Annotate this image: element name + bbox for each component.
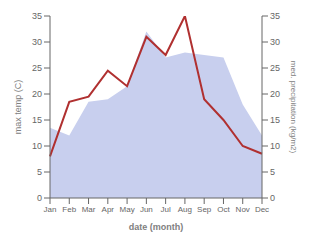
- svg-text:0: 0: [270, 193, 275, 203]
- svg-text:Jun: Jun: [140, 205, 153, 214]
- svg-text:10: 10: [32, 141, 42, 151]
- svg-text:25: 25: [270, 63, 280, 73]
- svg-text:25: 25: [32, 63, 42, 73]
- svg-text:Jul: Jul: [161, 205, 171, 214]
- svg-text:30: 30: [32, 37, 42, 47]
- svg-text:Dec: Dec: [255, 205, 269, 214]
- svg-text:Mar: Mar: [82, 205, 96, 214]
- svg-text:5: 5: [37, 167, 42, 177]
- svg-text:Nov: Nov: [236, 205, 250, 214]
- svg-text:20: 20: [32, 89, 42, 99]
- svg-text:Apr: Apr: [102, 205, 115, 214]
- svg-text:date (month): date (month): [129, 222, 184, 232]
- svg-text:35: 35: [32, 11, 42, 21]
- svg-text:Jan: Jan: [44, 205, 57, 214]
- svg-text:med. precipitation (kg/m2): med. precipitation (kg/m2): [289, 61, 298, 154]
- svg-text:15: 15: [270, 115, 280, 125]
- svg-text:20: 20: [270, 89, 280, 99]
- svg-text:Feb: Feb: [62, 205, 76, 214]
- svg-text:Aug: Aug: [178, 205, 192, 214]
- svg-text:Sep: Sep: [197, 205, 212, 214]
- svg-text:0: 0: [37, 193, 42, 203]
- svg-text:15: 15: [32, 115, 42, 125]
- svg-text:Oct: Oct: [217, 205, 230, 214]
- svg-text:max temp (C): max temp (C): [13, 80, 23, 135]
- svg-text:5: 5: [270, 167, 275, 177]
- svg-text:May: May: [120, 205, 135, 214]
- svg-text:30: 30: [270, 37, 280, 47]
- svg-text:10: 10: [270, 141, 280, 151]
- svg-text:35: 35: [270, 11, 280, 21]
